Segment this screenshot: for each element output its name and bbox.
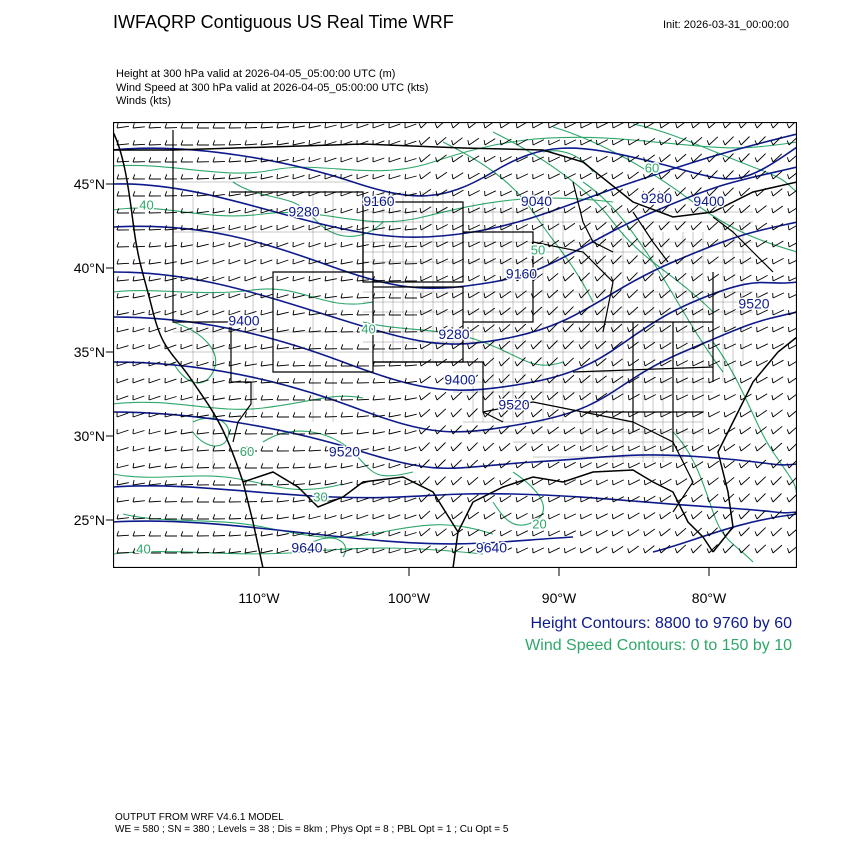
lat-label-45n: 45°N — [73, 176, 105, 192]
model-footer-title: OUTPUT FROM WRF V4.6.1 MODEL — [115, 812, 284, 823]
wind-contour-labels: 40 40 40 60 30 50 20 60 — [135, 159, 661, 558]
wind-contour-label-7: 60 — [645, 160, 659, 175]
height-contour-legend: Height Contours: 8800 to 9760 by 60 — [530, 615, 792, 632]
wind-contour-label-3: 60 — [240, 444, 254, 459]
wind-barbs — [116, 122, 797, 554]
height-contour-label-8: 9280 — [438, 326, 469, 342]
lon-label-110w: 110°W — [238, 590, 280, 606]
wind-barb-field — [116, 122, 797, 554]
map-panel: 9160 9280 9040 9280 9400 9160 9520 9400 9280 9400… — [113, 122, 797, 568]
height-contour-label-11: 9520 — [329, 444, 360, 460]
lon-label-90w: 90°W — [541, 590, 577, 606]
wind-contour-label-2: 40 — [361, 322, 375, 337]
wind-contour-legend: Wind Speed Contours: 0 to 150 by 10 — [525, 637, 792, 654]
wind-contour-label-1: 40 — [136, 542, 150, 557]
plot-title: IWFAQRP Contiguous US Real Time WRF — [113, 12, 454, 32]
height-contour-label-0: 9160 — [363, 193, 394, 209]
wind-contour-label-6: 20 — [532, 516, 546, 531]
lat-label-40n: 40°N — [73, 260, 105, 276]
field-label-winds: Winds (kts) — [116, 95, 171, 107]
map-frame — [113, 122, 797, 568]
lon-label-100w: 100°W — [387, 590, 431, 606]
wind-contour-label-4: 30 — [313, 490, 327, 505]
height-contour-label-12: 9640 — [291, 539, 322, 555]
wind-contour-label-0: 40 — [139, 197, 153, 212]
height-contour-label-1: 9280 — [288, 203, 319, 219]
init-time: Init: 2026-03-31_00:00:00 — [663, 19, 789, 31]
lat-label-30n: 30°N — [73, 428, 105, 444]
height-contour-label-2: 9040 — [521, 193, 552, 209]
height-contour-label-3: 9280 — [641, 190, 672, 206]
lon-label-80w: 80°W — [691, 590, 727, 606]
model-footer-config: WE = 580 ; SN = 380 ; Levels = 38 ; Dis … — [115, 824, 509, 835]
height-contour-label-6: 9520 — [738, 296, 769, 312]
height-contour-label-13: 9640 — [476, 539, 507, 555]
height-contour-label-10: 9520 — [498, 396, 529, 412]
field-label-wind-speed: Wind Speed at 300 hPa valid at 2026-04-0… — [116, 82, 429, 94]
lat-label-35n: 35°N — [73, 344, 105, 360]
height-contour-label-9: 9400 — [444, 371, 475, 387]
height-contour-labels: 9160 9280 9040 9280 9400 9160 9520 9400 9280 9400… — [227, 188, 771, 556]
height-contour-label-7: 9400 — [228, 312, 259, 328]
height-contour-label-5: 9160 — [506, 265, 537, 281]
lat-label-25n: 25°N — [73, 512, 105, 528]
height-contour-label-4: 9400 — [693, 193, 724, 209]
field-label-height: Height at 300 hPa valid at 2026-04-05_05… — [116, 68, 396, 80]
wind-contour-label-5: 50 — [531, 243, 545, 258]
axis-ticks — [106, 183, 710, 576]
